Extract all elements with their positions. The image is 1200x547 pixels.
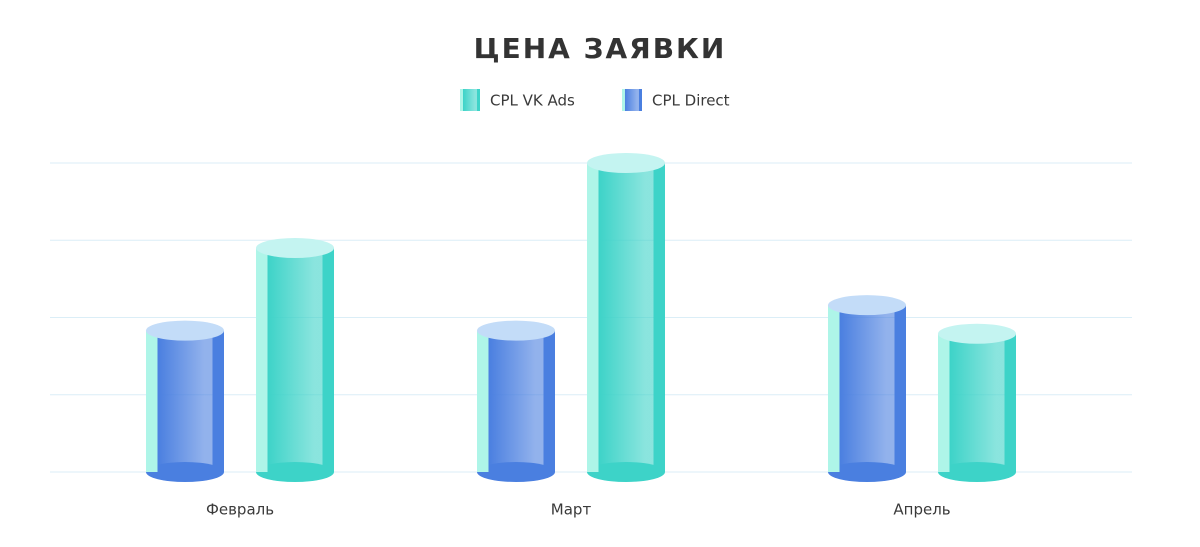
bar-top bbox=[828, 295, 906, 316]
legend-swatch bbox=[622, 89, 642, 111]
bar-top bbox=[587, 153, 665, 173]
bar bbox=[828, 305, 906, 472]
x-tick-label: Февраль bbox=[206, 501, 274, 519]
bar bbox=[256, 247, 334, 472]
chart-title: ЦЕНА ЗАЯВКИ bbox=[474, 32, 727, 65]
bar bbox=[587, 163, 665, 472]
bar bbox=[146, 330, 224, 472]
bar-top bbox=[477, 320, 555, 341]
bar bbox=[477, 330, 555, 472]
x-tick-label: Апрель bbox=[893, 501, 950, 519]
legend-swatch bbox=[460, 89, 480, 111]
bar-top bbox=[938, 323, 1016, 344]
bar bbox=[938, 333, 1016, 472]
x-tick-label: Март bbox=[551, 501, 592, 519]
bar-top bbox=[256, 237, 334, 258]
bar-top bbox=[146, 320, 224, 341]
legend-label: CPL Direct bbox=[652, 92, 730, 110]
legend-label: CPL VK Ads bbox=[490, 92, 575, 110]
